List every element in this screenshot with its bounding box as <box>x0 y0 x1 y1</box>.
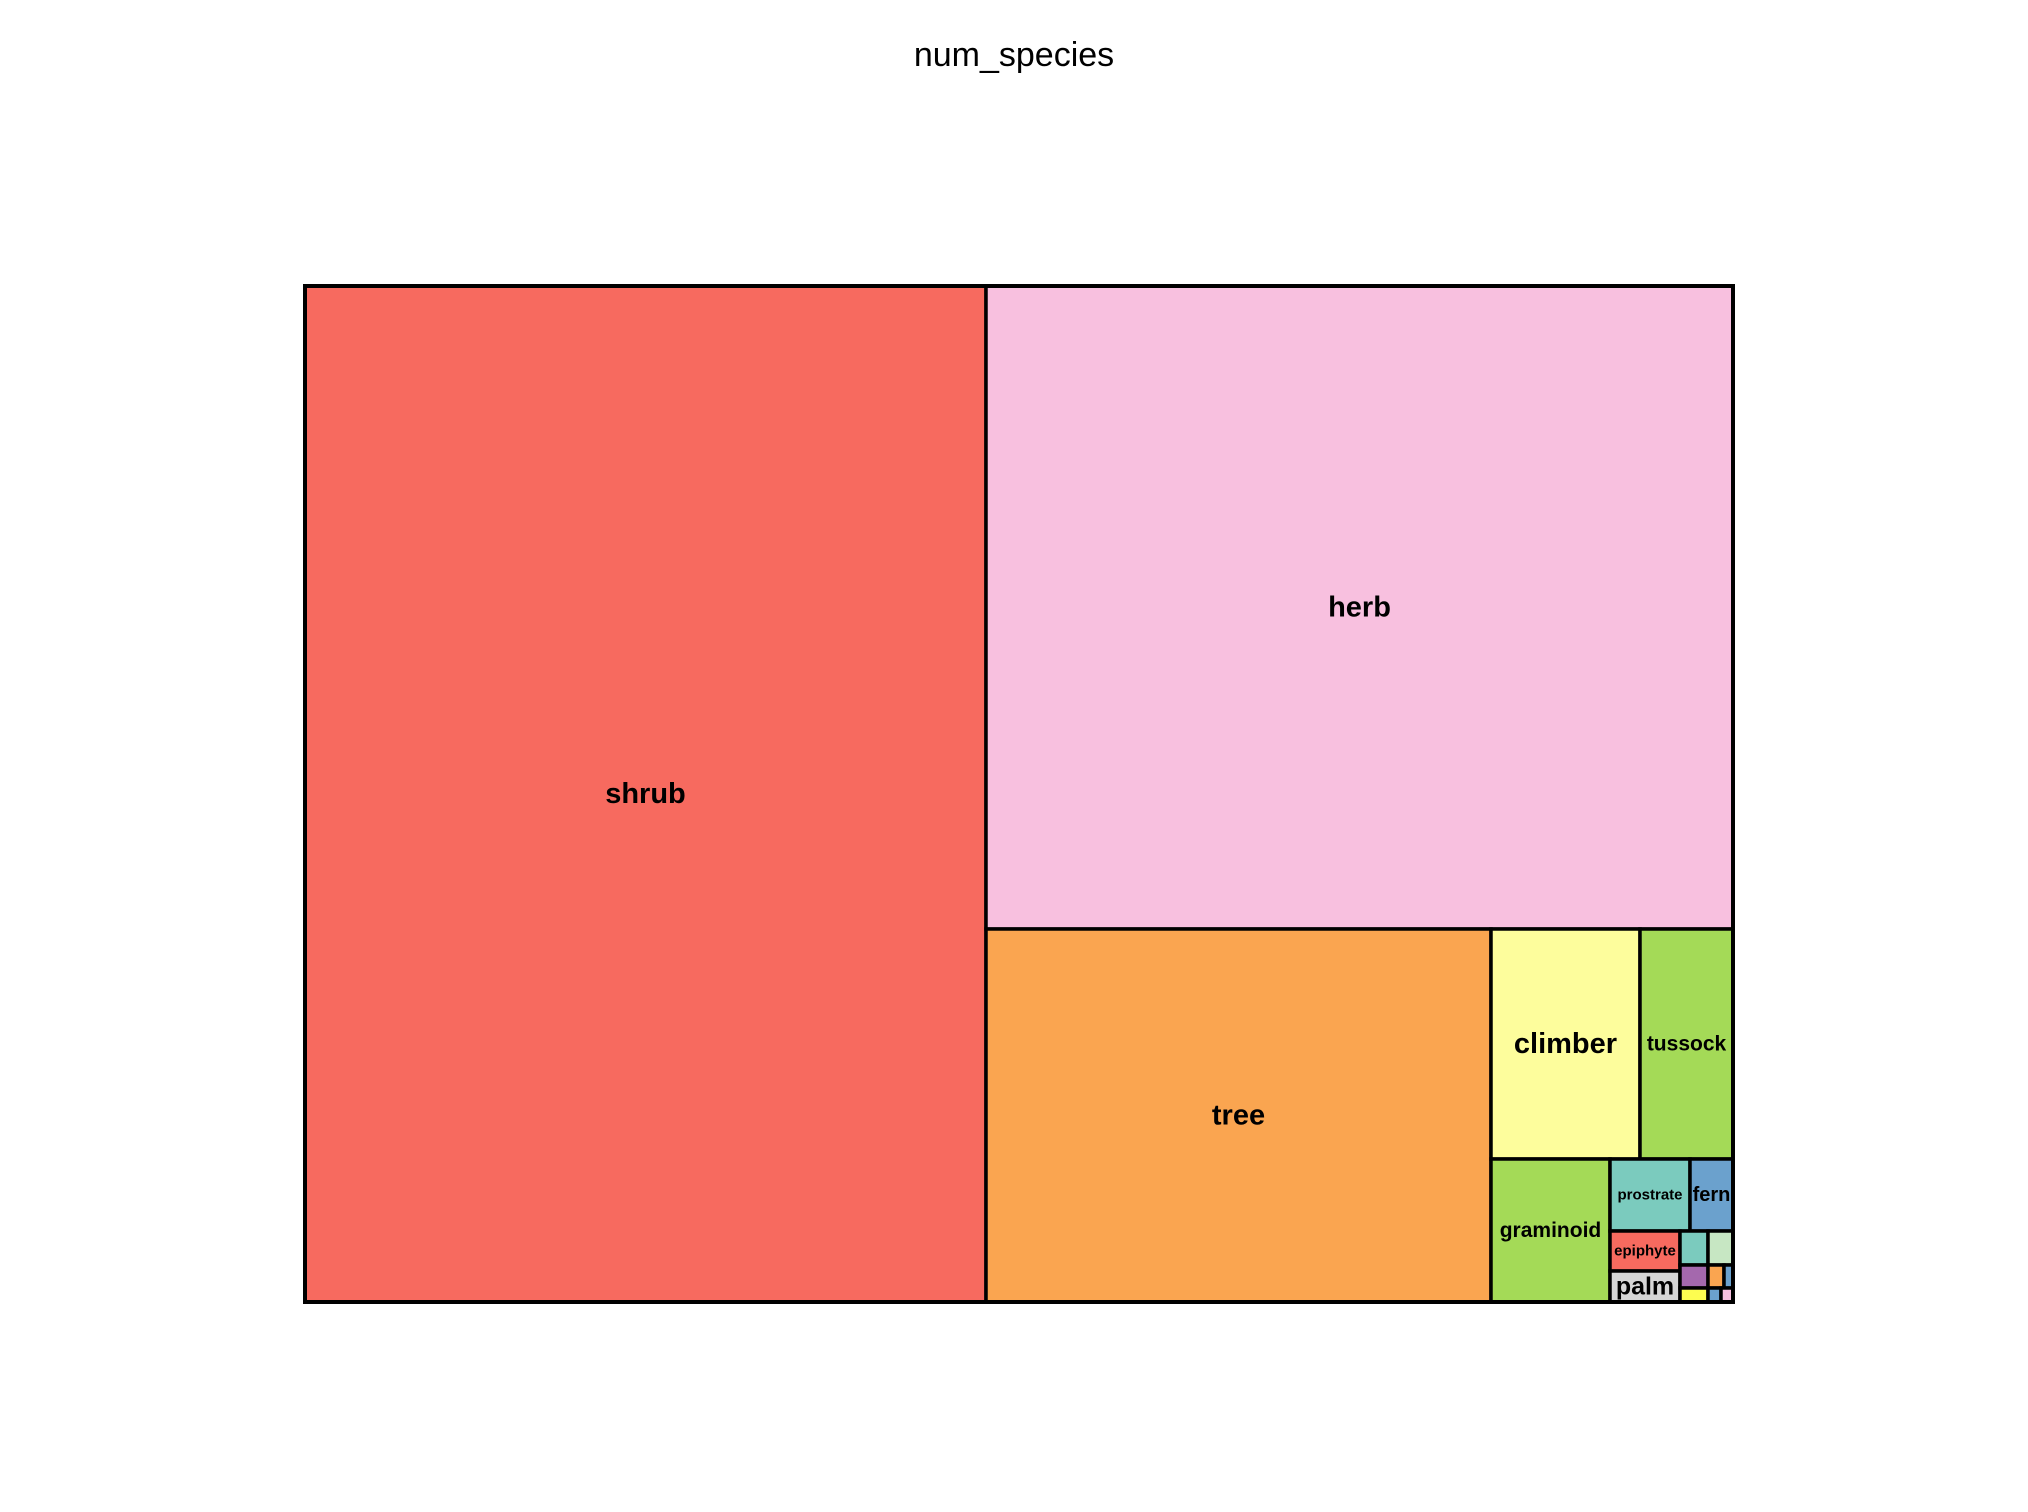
tile-unlabeled-11 <box>1706 1229 1735 1267</box>
tile-label-shrub: shrub <box>605 778 686 810</box>
tile-palm <box>1608 1269 1682 1304</box>
treemap-frame <box>303 284 1735 1304</box>
tile-label-prostrate: prostrate <box>1617 1187 1682 1204</box>
treemap-tiles: shrub herb tree climber tussock graminoid pros… <box>303 284 1735 1304</box>
tile-label-palm: palm <box>1616 1273 1674 1301</box>
tile-label-fern: fern <box>1693 1184 1731 1206</box>
tile-unlabeled-16 <box>1706 1286 1723 1304</box>
tile-fern <box>1688 1157 1735 1233</box>
tile-label-herb: herb <box>1328 592 1391 624</box>
tile-unlabeled-12 <box>1678 1263 1710 1290</box>
tile-herb <box>984 284 1735 931</box>
tile-label-tree: tree <box>1212 1100 1265 1132</box>
tile-unlabeled-13 <box>1706 1263 1726 1290</box>
tile-graminoid <box>1489 1157 1612 1304</box>
tile-label-climber: climber <box>1514 1028 1617 1060</box>
tile-label-epiphyte: epiphyte <box>1614 1243 1676 1260</box>
tile-tree <box>984 927 1493 1304</box>
tile-unlabeled-14 <box>1678 1286 1710 1304</box>
tile-shrub <box>303 284 988 1304</box>
chart-title: num_species <box>914 36 1114 74</box>
tile-label-graminoid: graminoid <box>1500 1219 1602 1242</box>
tile-label-tussock: tussock <box>1647 1033 1727 1056</box>
tile-unlabeled-10 <box>1678 1229 1710 1267</box>
